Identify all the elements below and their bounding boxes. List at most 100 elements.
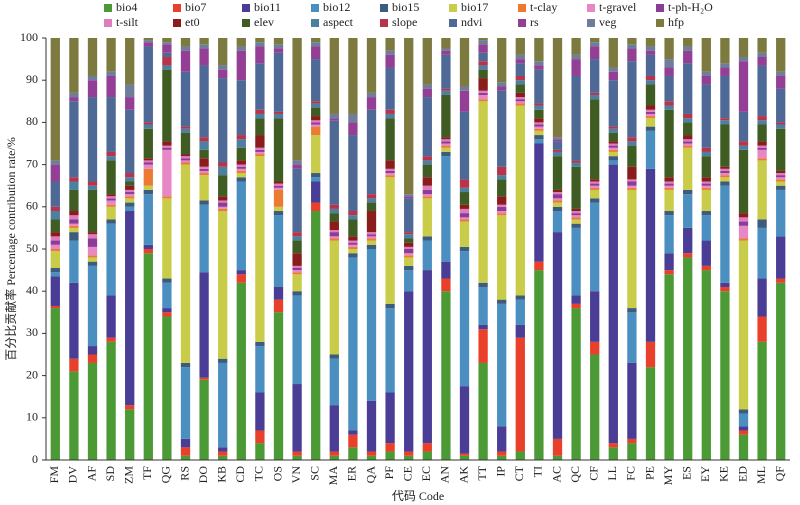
y-axis-title: 百分比贡献率 Percentage contribution rate/% bbox=[3, 137, 18, 361]
bar-segment bbox=[552, 141, 563, 150]
bar-segment bbox=[552, 232, 563, 439]
x-tick-label: QC bbox=[568, 466, 582, 483]
bar-segment bbox=[69, 227, 79, 233]
bar-segment bbox=[311, 59, 321, 102]
bar-segment bbox=[311, 46, 321, 60]
bar-segment bbox=[385, 50, 395, 55]
bar-segment bbox=[348, 430, 358, 435]
x-tick-label: CD bbox=[233, 466, 247, 483]
bar-segment bbox=[534, 128, 544, 131]
bar-segment bbox=[311, 42, 321, 47]
bar-segment bbox=[515, 97, 525, 100]
bar-segment bbox=[664, 274, 674, 460]
bar-segment bbox=[757, 65, 767, 117]
bar-segment bbox=[757, 38, 767, 53]
bar-segment bbox=[385, 118, 395, 161]
bar-segment bbox=[441, 278, 451, 292]
legend-label: t-silt bbox=[116, 15, 139, 29]
bar-segment bbox=[162, 316, 172, 460]
bar-segment bbox=[571, 219, 581, 224]
bar-segment bbox=[255, 135, 265, 148]
legend-swatch bbox=[449, 19, 457, 27]
bar-segment bbox=[50, 232, 60, 237]
bar-segment bbox=[627, 48, 637, 62]
bar-segment bbox=[348, 122, 358, 136]
bar-segment bbox=[218, 451, 228, 456]
y-tick-label: 60 bbox=[26, 199, 38, 213]
bar-segment bbox=[608, 80, 618, 127]
bar-segment bbox=[608, 71, 618, 81]
bar-segment bbox=[497, 215, 507, 300]
bar-segment bbox=[497, 211, 507, 214]
bar-segment bbox=[329, 238, 339, 241]
bar-segment bbox=[273, 52, 284, 112]
bar-segment bbox=[404, 451, 414, 456]
bar-segment bbox=[645, 46, 656, 51]
bar-segment bbox=[50, 244, 60, 249]
bar-segment bbox=[478, 44, 488, 53]
bar-segment bbox=[311, 177, 321, 182]
bar-segment bbox=[329, 213, 339, 222]
bar-segment bbox=[125, 206, 135, 212]
bar-segment bbox=[441, 147, 451, 152]
y-tick-label: 50 bbox=[26, 241, 38, 255]
bar-segment bbox=[50, 181, 60, 207]
bar-segment bbox=[218, 358, 228, 363]
bar-segment bbox=[459, 208, 470, 214]
y-tick-label: 90 bbox=[26, 72, 38, 86]
bar-segment bbox=[87, 255, 98, 258]
bar-segment bbox=[69, 177, 79, 182]
bar-segment bbox=[87, 246, 98, 256]
bar-segment bbox=[608, 147, 618, 150]
bar-segment bbox=[311, 38, 321, 43]
bar-segment bbox=[422, 189, 432, 195]
bar-segment bbox=[590, 185, 600, 188]
bar-segment bbox=[627, 362, 637, 439]
bar-segment bbox=[701, 265, 711, 271]
bar-segment bbox=[571, 162, 581, 167]
bar-segment bbox=[645, 38, 656, 47]
bar-segment bbox=[534, 109, 544, 119]
bar-segment bbox=[571, 217, 581, 220]
bar-segment bbox=[143, 42, 153, 47]
bar-segment bbox=[87, 232, 98, 235]
bar-segment bbox=[199, 166, 209, 169]
bar-segment bbox=[515, 63, 525, 76]
bar-segment bbox=[738, 238, 749, 241]
bar-segment bbox=[701, 71, 711, 76]
bar-segment bbox=[162, 282, 172, 309]
bar-segment bbox=[459, 90, 470, 112]
bar-segment bbox=[236, 173, 246, 178]
bar-segment bbox=[311, 120, 321, 123]
bar-segment bbox=[125, 409, 135, 460]
bar-segment bbox=[311, 122, 321, 125]
bar-segment bbox=[366, 244, 377, 249]
bar-segment bbox=[720, 63, 730, 68]
bar-segment bbox=[608, 145, 618, 148]
bar-segment bbox=[590, 354, 600, 460]
legend-swatch bbox=[587, 4, 595, 12]
bar-segment bbox=[627, 141, 637, 146]
bar-segment bbox=[366, 92, 377, 98]
bar-segment bbox=[199, 168, 209, 171]
bar-segment bbox=[366, 236, 377, 239]
bar-segment bbox=[69, 101, 79, 178]
y-tick-label: 40 bbox=[26, 283, 38, 297]
bar-segment bbox=[106, 337, 116, 342]
bar-segment bbox=[645, 130, 656, 169]
bar-segment bbox=[50, 38, 60, 161]
x-tick-label: OS bbox=[270, 466, 284, 481]
bar-segment bbox=[478, 40, 488, 45]
bar-segment bbox=[515, 103, 525, 106]
bar-segment bbox=[552, 198, 563, 201]
bar-segment bbox=[590, 42, 600, 47]
bar-segment bbox=[683, 145, 693, 148]
bar-segment bbox=[292, 232, 302, 237]
bar-segment bbox=[218, 447, 228, 452]
bar-segment bbox=[757, 116, 767, 121]
bar-segment bbox=[757, 56, 767, 66]
bar-segment bbox=[162, 52, 172, 57]
bar-segment bbox=[404, 291, 414, 452]
bar-segment bbox=[720, 177, 730, 182]
bar-segment bbox=[348, 253, 358, 258]
